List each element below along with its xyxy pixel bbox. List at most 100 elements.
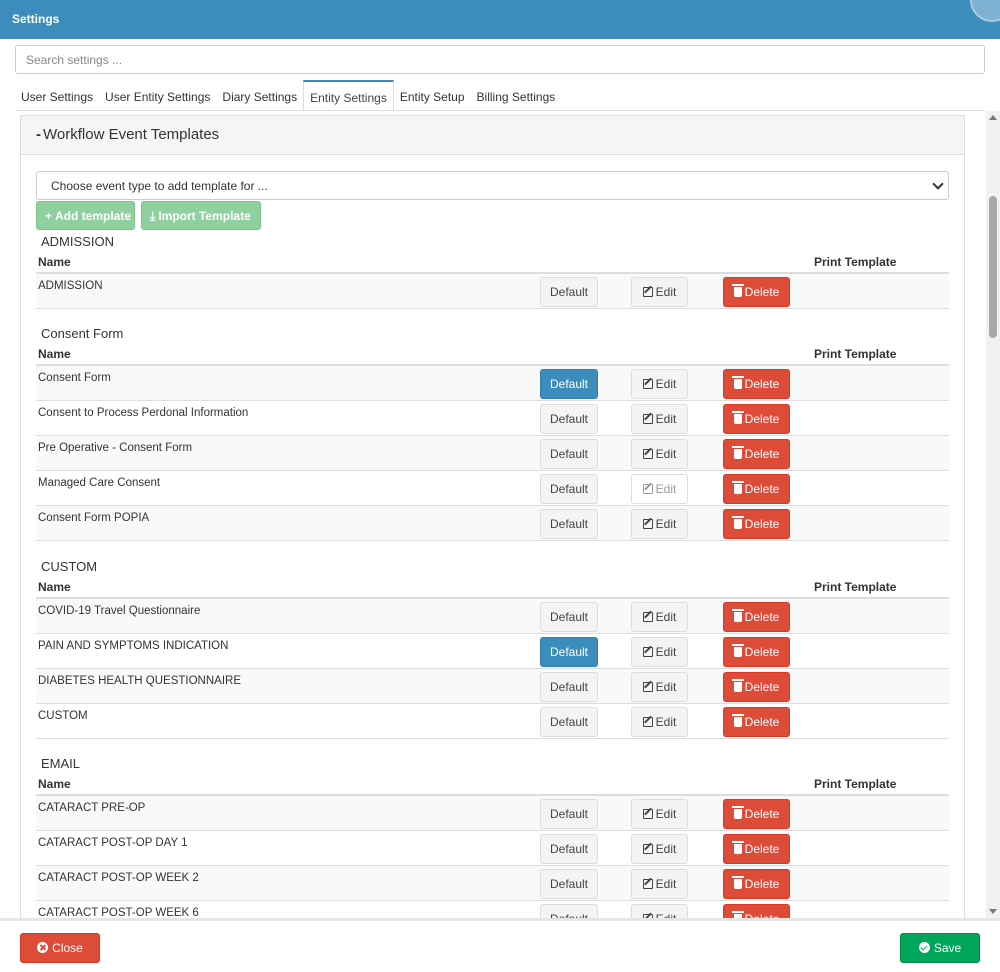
default-label: Default [549,482,589,496]
delete-button[interactable]: Delete [723,672,790,702]
panel-header[interactable]: - Workflow Event Templates [21,116,964,155]
delete-button[interactable]: Delete [723,509,790,539]
edit-button[interactable]: Edit [631,474,688,504]
default-button[interactable]: Default [540,509,598,539]
tab-billing-settings[interactable]: Billing Settings [476,90,556,104]
edit-button[interactable]: Edit [631,904,688,918]
tab-diary-settings[interactable]: Diary Settings [222,90,298,104]
group-title: Consent Form [41,326,124,341]
template-name: DIABETES HEALTH QUESTIONNAIRE [38,675,241,687]
tab-entity-setup[interactable]: Entity Setup [399,90,465,104]
check-circle-icon [918,942,930,953]
trash-icon [731,411,744,424]
edit-button[interactable]: Edit [631,799,688,829]
trash-icon [731,644,744,657]
edit-button[interactable]: Edit [631,869,688,899]
delete-button[interactable]: Delete [723,474,790,504]
trash-icon [731,714,744,727]
default-button[interactable]: Default [540,707,598,737]
tabs-divider [15,110,985,111]
search-input[interactable] [15,45,985,74]
edit-label: Edit [655,517,677,531]
edit-icon [642,809,653,819]
column-name: Name [38,777,71,791]
default-button[interactable]: Default [540,637,598,667]
delete-button[interactable]: Delete [723,439,790,469]
scrollbar-thumb[interactable] [989,196,997,338]
tab-entity-settings[interactable]: Entity Settings [303,80,394,111]
plus-icon: + [45,209,53,223]
edit-label: Edit [655,715,677,729]
edit-icon [642,717,653,727]
default-button[interactable]: Default [540,799,598,829]
vertical-scrollbar[interactable] [986,111,1000,918]
delete-button[interactable]: Delete [723,834,790,864]
edit-button[interactable]: Edit [631,834,688,864]
default-label: Default [549,447,589,461]
table-row: Consent to Process Perdonal Information D… [36,401,949,436]
default-button[interactable]: Default [540,672,598,702]
default-button[interactable]: Default [540,904,598,918]
trash-icon [731,446,744,459]
tab-user-entity-settings[interactable]: User Entity Settings [105,90,211,104]
table-header: Name Print Template [36,252,949,274]
edit-button[interactable]: Edit [631,404,688,434]
table-row: CATARACT POST-OP DAY 1 Default Edit Delete [36,831,949,866]
edit-button[interactable]: Edit [631,602,688,632]
default-button[interactable]: Default [540,834,598,864]
table-row: PAIN AND SYMPTOMS INDICATION Default Edit D… [36,634,949,669]
import-template-button[interactable]: ⤓ Import Template [141,201,261,230]
default-button[interactable]: Default [540,369,598,399]
column-print-template: Print Template [814,347,897,361]
edit-button[interactable]: Edit [631,369,688,399]
save-button[interactable]: Save [900,933,980,963]
edit-button[interactable]: Edit [631,672,688,702]
edit-button[interactable]: Edit [631,277,688,307]
event-type-select[interactable]: Choose event type to add template for ..… [36,171,949,200]
corner-avatar-icon[interactable] [970,0,1000,22]
default-button[interactable]: Default [540,869,598,899]
save-label: Save [933,941,962,955]
collapse-toggle[interactable]: - [36,126,41,143]
edit-icon [642,414,653,424]
delete-button[interactable]: Delete [723,369,790,399]
event-type-select-value: Choose event type to add template for ..… [51,179,268,193]
column-name: Name [38,347,71,361]
delete-button[interactable]: Delete [723,602,790,632]
default-label: Default [549,377,589,391]
add-template-button[interactable]: + Add template [36,201,135,230]
edit-button[interactable]: Edit [631,509,688,539]
scroll-down-icon[interactable] [989,909,997,914]
edit-icon [642,647,653,657]
delete-label: Delete [744,447,780,461]
template-name: PAIN AND SYMPTOMS INDICATION [38,640,229,652]
template-name: CATARACT PRE-OP [38,802,146,814]
workflow-event-templates-panel: - Workflow Event Templates Choose event t… [20,115,965,918]
scroll-up-icon[interactable] [989,115,997,120]
delete-button[interactable]: Delete [723,277,790,307]
delete-button[interactable]: Delete [723,904,790,918]
table-row: DIABETES HEALTH QUESTIONNAIRE Default Edit… [36,669,949,704]
delete-button[interactable]: Delete [723,637,790,667]
default-label: Default [549,285,589,299]
tab-user-settings[interactable]: User Settings [21,90,94,104]
edit-button[interactable]: Edit [631,637,688,667]
edit-label: Edit [656,912,677,918]
default-button[interactable]: Default [540,277,598,307]
edit-label: Edit [655,842,677,856]
default-label: Default [549,715,589,729]
default-button[interactable]: Default [540,474,598,504]
default-button[interactable]: Default [540,602,598,632]
table-row: Consent Form Default Edit Delete [36,366,949,401]
close-button[interactable]: Close [20,933,100,963]
delete-button[interactable]: Delete [723,707,790,737]
delete-button[interactable]: Delete [723,799,790,829]
edit-button[interactable]: Edit [631,439,688,469]
default-button[interactable]: Default [540,439,598,469]
edit-button[interactable]: Edit [631,707,688,737]
default-button[interactable]: Default [540,404,598,434]
delete-button[interactable]: Delete [723,404,790,434]
delete-button[interactable]: Delete [723,869,790,899]
template-name: CATARACT POST-OP WEEK 2 [38,872,199,884]
edit-label: Edit [655,610,677,624]
